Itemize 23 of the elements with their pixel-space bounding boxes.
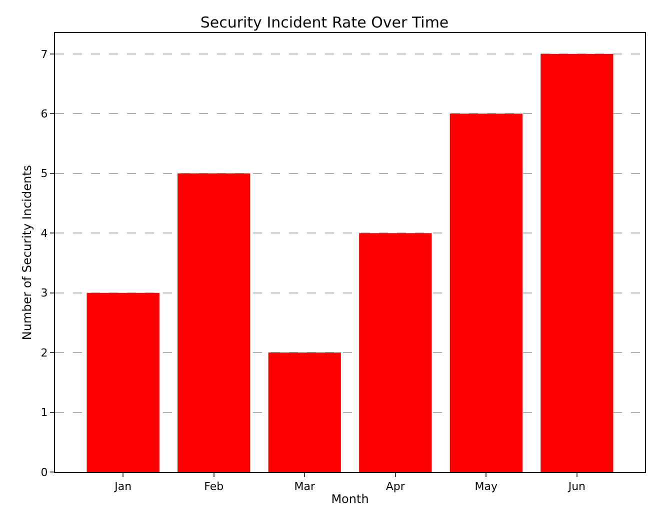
y-tick-label: 2 (40, 346, 48, 360)
chart-title: Security Incident Rate Over Time (200, 13, 449, 32)
bar (540, 54, 614, 472)
bar (359, 233, 432, 472)
x-tick-label: May (474, 480, 498, 494)
x-tick-label: Apr (386, 480, 406, 494)
x-axis-title: Month (331, 492, 369, 506)
bar (268, 352, 341, 472)
bar (178, 173, 250, 472)
y-tick-label: 5 (40, 167, 48, 180)
y-tick-label: 3 (40, 286, 48, 300)
x-tick-label: Jan (114, 480, 132, 494)
y-axis-title: Number of Security Incidents (20, 164, 34, 340)
y-tick-label: 0 (40, 466, 48, 479)
x-tick-label: Jun (567, 480, 586, 494)
bar (86, 292, 160, 472)
y-tick-label: 6 (40, 107, 48, 120)
y-tick-label: 4 (40, 226, 48, 240)
x-tick-label: Feb (204, 480, 224, 494)
y-tick-label: 1 (40, 406, 48, 420)
y-tick-label: 7 (40, 48, 48, 61)
bar (450, 114, 522, 472)
x-tick-label: Mar (294, 480, 316, 494)
